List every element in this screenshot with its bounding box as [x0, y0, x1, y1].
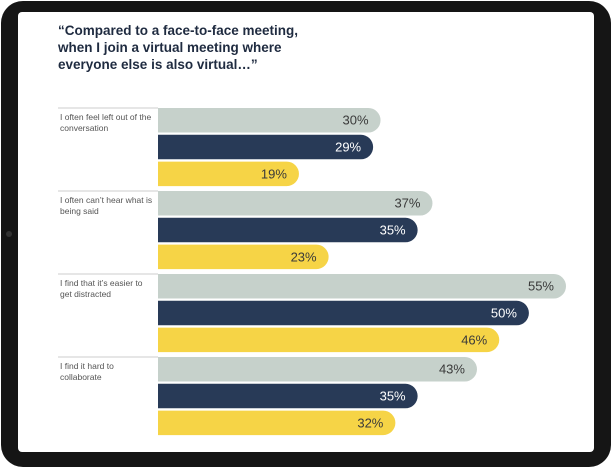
value-label: 55% — [528, 279, 554, 294]
camera — [6, 231, 12, 237]
bar — [158, 357, 477, 382]
value-label: 32% — [357, 415, 383, 430]
bar — [158, 134, 374, 160]
bar — [158, 274, 566, 299]
category-label: I often feel left out of the conversatio… — [60, 112, 152, 133]
value-label: 35% — [380, 388, 406, 403]
value-label: 29% — [335, 139, 361, 154]
bar — [158, 244, 329, 270]
value-label: 35% — [380, 222, 406, 237]
bar — [158, 300, 529, 326]
value-label: 50% — [491, 305, 517, 320]
value-label: 43% — [439, 362, 465, 377]
category-label: I find it hard to collaborate — [60, 361, 114, 382]
bar — [158, 327, 500, 353]
chart-title: “Compared to a face-to-face meeting, whe… — [58, 23, 299, 72]
value-label: 30% — [343, 113, 369, 128]
value-label: 46% — [461, 332, 487, 347]
category-label: I often can’t hear what is being said — [60, 195, 153, 216]
category-label: I find that it’s easier to get distracte… — [60, 278, 143, 299]
bar — [158, 191, 433, 216]
value-label: 19% — [261, 166, 287, 181]
bar — [158, 217, 418, 243]
bar — [158, 161, 299, 187]
value-label: 37% — [394, 196, 420, 211]
bar — [158, 383, 418, 409]
bar — [158, 107, 381, 133]
bar — [158, 410, 396, 436]
value-label: 23% — [291, 249, 317, 264]
